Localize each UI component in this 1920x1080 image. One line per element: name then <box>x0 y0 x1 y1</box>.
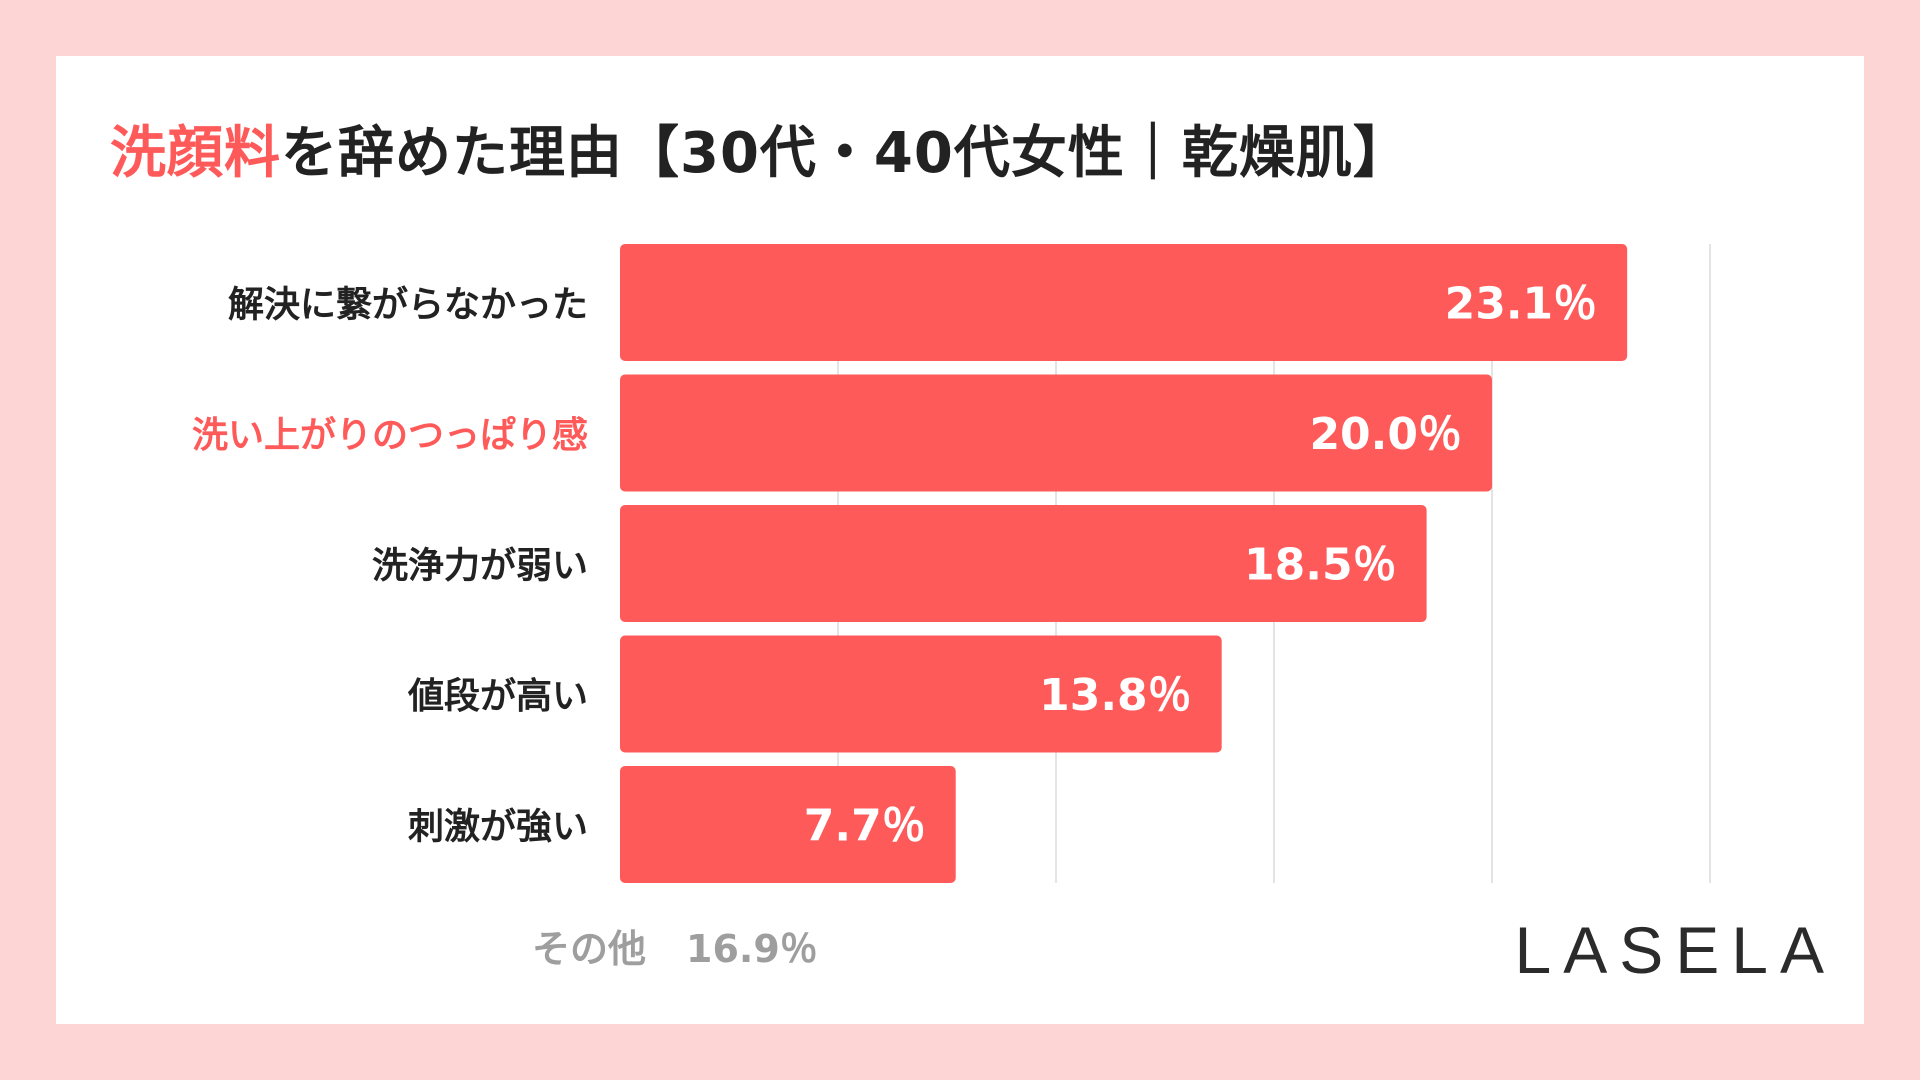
value-label: 23.1％ <box>1445 279 1598 330</box>
category-label: 洗浄力が弱い <box>372 546 588 587</box>
bar <box>620 244 1628 361</box>
other-value: 16.9％ <box>686 927 818 971</box>
bar <box>620 505 1427 622</box>
category-label: 値段が高い <box>407 676 588 717</box>
category-label: 解決に繋がらなかった <box>228 285 588 326</box>
other-label: その他 <box>531 927 646 971</box>
bar <box>620 766 956 883</box>
bar <box>620 635 1222 753</box>
bar <box>620 374 1492 492</box>
bars <box>620 244 1628 883</box>
value-label: 20.0％ <box>1309 409 1462 460</box>
brand-logo: LASELA <box>1514 913 1836 987</box>
chart-card: 洗顔料を辞めた理由【30代・40代女性｜乾燥肌】 解決に繋がらなかった洗い上がり… <box>56 56 1864 1024</box>
category-label: 洗い上がりのつっぱり感 <box>192 415 588 456</box>
category-label: 刺激が強い <box>408 807 588 848</box>
value-label: 13.8％ <box>1039 670 1192 721</box>
value-label: 18.5％ <box>1244 540 1397 591</box>
title-rest: を辞めた理由【30代・40代女性｜乾燥肌】 <box>281 121 1410 186</box>
value-label: 7.7％ <box>804 801 926 852</box>
title-highlight: 洗顔料 <box>110 121 281 186</box>
value-labels: 23.1％ 20.0％ 18.5％ 13.8％ 7.7％ <box>804 279 1597 852</box>
chart-title: 洗顔料を辞めた理由【30代・40代女性｜乾燥肌】 <box>110 108 1410 189</box>
other-row: その他 16.9％ <box>466 918 818 973</box>
